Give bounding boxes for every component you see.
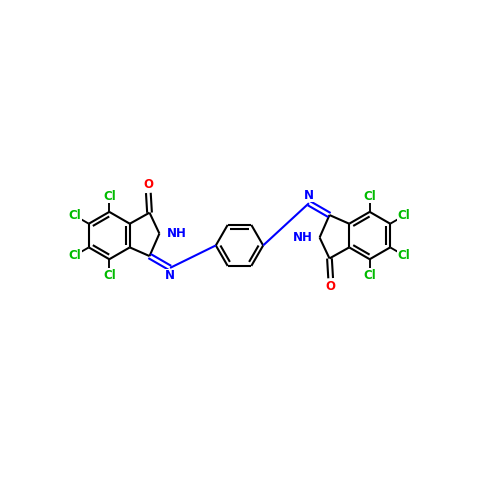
Text: Cl: Cl (103, 190, 115, 203)
Text: NH: NH (293, 231, 312, 244)
Text: NH: NH (167, 227, 186, 240)
Text: Cl: Cl (398, 209, 410, 222)
Text: O: O (326, 280, 336, 293)
Text: O: O (143, 178, 153, 191)
Text: Cl: Cl (398, 249, 410, 262)
Text: Cl: Cl (364, 269, 376, 282)
Text: N: N (165, 269, 175, 282)
Text: Cl: Cl (69, 249, 81, 262)
Text: Cl: Cl (69, 209, 81, 222)
Text: Cl: Cl (103, 269, 115, 282)
Text: Cl: Cl (364, 190, 376, 203)
Text: N: N (304, 189, 314, 202)
